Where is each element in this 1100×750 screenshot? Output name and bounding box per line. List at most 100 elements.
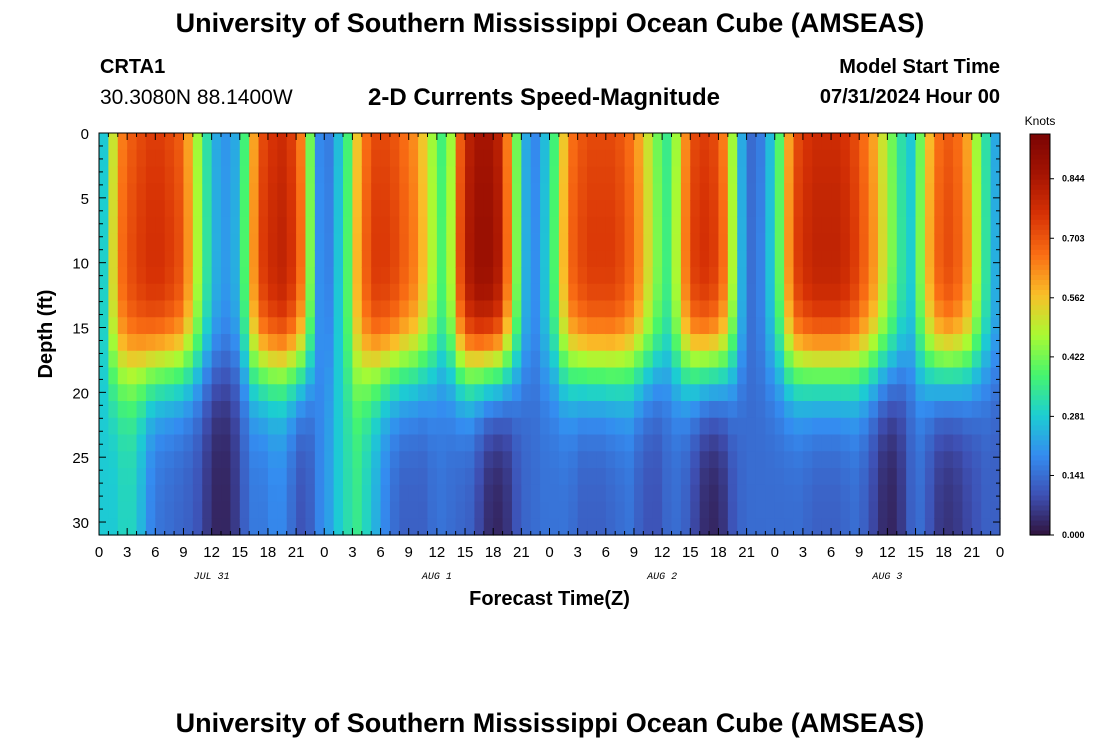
heatmap-cell (577, 434, 588, 452)
heatmap-cell (164, 149, 175, 168)
heatmap-cell (587, 267, 598, 285)
heatmap-cell (408, 300, 419, 318)
heatmap-cell (258, 434, 269, 452)
heatmap-cell (755, 501, 766, 519)
heatmap-cell (436, 367, 447, 385)
heatmap-cell (389, 200, 400, 218)
colorbar-segment (1030, 304, 1050, 311)
heatmap-cell (849, 317, 860, 335)
heatmap-cell (849, 183, 860, 201)
heatmap-cell (267, 250, 278, 268)
heatmap-cell (680, 250, 691, 268)
heatmap-cell (277, 283, 288, 302)
heatmap-cell (624, 384, 635, 402)
heatmap-cell (399, 451, 410, 469)
heatmap-cell (446, 350, 457, 369)
heatmap-cell (352, 401, 363, 419)
heatmap-cell (127, 250, 138, 268)
heatmap-cell (408, 518, 419, 536)
heatmap-cell (314, 384, 325, 402)
heatmap-cell (493, 317, 504, 335)
heatmap-cell (192, 183, 203, 201)
heatmap-cell (474, 484, 485, 503)
heatmap-cell (211, 183, 222, 201)
heatmap-cell (267, 216, 278, 235)
heatmap-cell (755, 417, 766, 436)
heatmap-cell (662, 451, 673, 469)
heatmap-cell (418, 166, 429, 184)
x-tick-label: 15 (907, 544, 924, 561)
heatmap-cell (577, 484, 588, 503)
heatmap-cell (596, 468, 607, 486)
heatmap-cell (615, 133, 626, 151)
heatmap-cell (877, 216, 888, 235)
heatmap-cell (906, 434, 917, 452)
heatmap-cell (990, 200, 1001, 218)
heatmap-cell (530, 267, 541, 285)
heatmap-cell (793, 233, 804, 251)
heatmap-cell (784, 518, 795, 536)
heatmap-cell (709, 350, 720, 369)
heatmap-cell (671, 367, 682, 385)
heatmap-cell (305, 166, 316, 184)
heatmap-cell (793, 367, 804, 385)
heatmap-cell (577, 401, 588, 419)
heatmap-cell (436, 317, 447, 335)
heatmap-cell (934, 250, 945, 268)
heatmap-cell (267, 183, 278, 201)
x-tick-label: 0 (545, 544, 553, 561)
heatmap-cell (108, 518, 119, 536)
colorbar-segment (1030, 189, 1050, 195)
heatmap-cell (924, 267, 935, 285)
heatmap-cell (840, 334, 851, 352)
heatmap-cell (155, 283, 166, 302)
heatmap-cell (690, 216, 701, 235)
heatmap-cell (793, 334, 804, 352)
heatmap-cell (540, 501, 551, 519)
heatmap-cell (483, 233, 494, 251)
heatmap-cell (793, 317, 804, 335)
heatmap-cell (108, 384, 119, 402)
heatmap-cell (230, 283, 241, 302)
heatmap-cell (99, 300, 109, 318)
heatmap-cell (962, 367, 973, 385)
heatmap-cell (314, 300, 325, 318)
heatmap-cell (962, 317, 973, 335)
heatmap-cell (849, 300, 860, 318)
heatmap-cell (296, 484, 307, 503)
heatmap-cell (108, 200, 119, 218)
heatmap-cell (418, 200, 429, 218)
heatmap-cell (333, 133, 344, 151)
heatmap-cell (418, 233, 429, 251)
heatmap-cell (465, 216, 476, 235)
heatmap-cell (389, 451, 400, 469)
heatmap-cell (361, 434, 372, 452)
heatmap-cell (352, 149, 363, 168)
colorbar-tick-label: 0.281 (1062, 411, 1085, 421)
heatmap-cell (662, 501, 673, 519)
heatmap-cell (267, 401, 278, 419)
heatmap-cell (108, 367, 119, 385)
heatmap-cell (558, 384, 569, 402)
heatmap-cell (849, 501, 860, 519)
heatmap-cell (896, 149, 907, 168)
heatmap-cell (277, 434, 288, 452)
heatmap-cell (164, 384, 175, 402)
heatmap-cell (915, 166, 926, 184)
heatmap-cell (962, 200, 973, 218)
heatmap-cell (267, 133, 278, 151)
colorbar-segment (1030, 174, 1050, 180)
heatmap-cell (802, 501, 813, 519)
heatmap-cell (915, 484, 926, 503)
heatmap-cell (643, 250, 654, 268)
heatmap-cell (493, 350, 504, 369)
heatmap-cell (408, 216, 419, 235)
heatmap-cell (465, 384, 476, 402)
colorbar-segment (1030, 349, 1050, 356)
heatmap-cell (324, 267, 335, 285)
heatmap-cell (258, 384, 269, 402)
heatmap-cell (596, 200, 607, 218)
heatmap-cell (155, 401, 166, 419)
heatmap-cell (690, 401, 701, 419)
colorbar-segment (1030, 509, 1050, 516)
